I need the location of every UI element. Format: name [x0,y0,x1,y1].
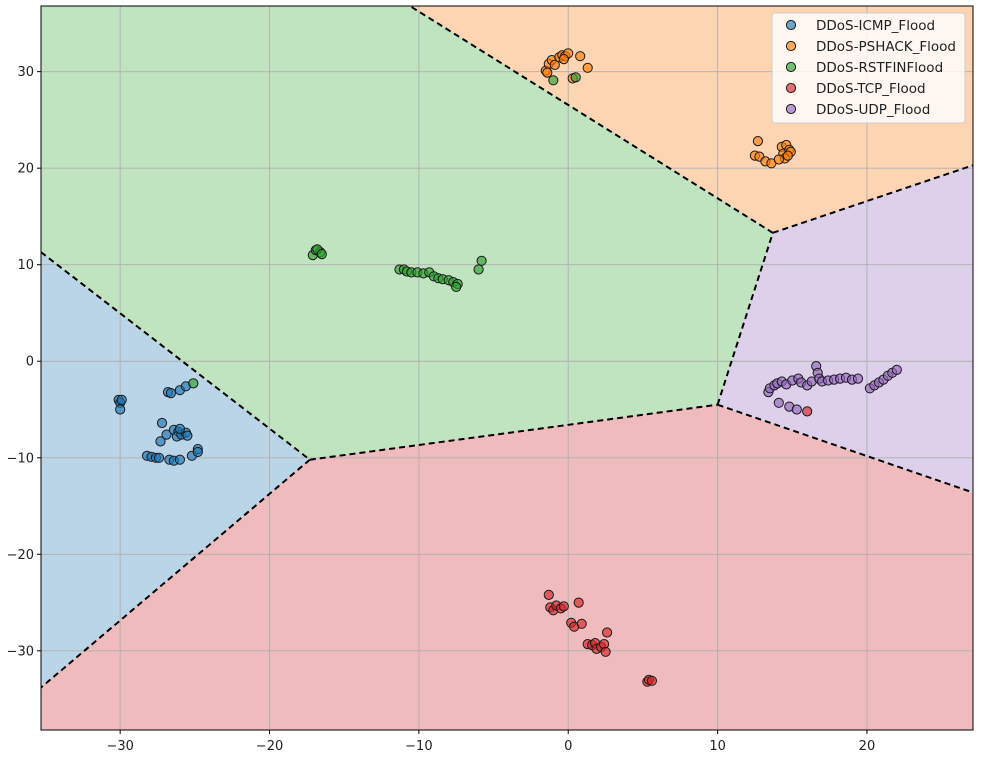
x-tick-label: −20 [256,739,283,754]
point-ddos-tcp-flood [802,406,813,417]
point-ddos-rstfinflood [316,249,327,260]
point-ddos-pshack-flood [782,150,793,161]
point-ddos-icmp-flood [161,429,172,440]
y-tick-label: −20 [7,548,34,563]
point-ddos-icmp-flood [155,436,166,447]
boundary-line [716,232,774,405]
point-ddos-icmp-flood [165,388,176,399]
point-ddos-udp-flood [791,404,802,415]
legend-label-ddos-udp-flood: DDoS-UDP_Flood [816,102,930,118]
y-axis: −30 −20 −10 0 10 20 30 [7,65,41,659]
data-points [113,48,902,687]
legend-marker-ddos-udp-flood [785,103,797,115]
x-tick-label: 10 [709,739,726,754]
point-ddos-rstfinflood [451,281,462,292]
point-ddos-rstfinflood [548,75,559,86]
boundary-line [41,458,311,689]
boundary-line [41,251,311,461]
legend-label-ddos-pshack-flood: DDoS-PSHACK_Flood [816,39,956,55]
legend-marker-ddos-pshack-flood [785,40,797,52]
point-ddos-pshack-flood [575,51,586,62]
point-ddos-udp-flood [773,397,784,408]
boundary-line [409,6,774,234]
y-tick-label: 30 [17,65,34,80]
x-tick-label: −10 [405,739,432,754]
plot-frame [40,5,974,731]
point-ddos-tcp-flood [558,601,569,612]
point-ddos-pshack-flood [582,62,593,73]
legend-marker-ddos-icmp-flood [785,19,797,31]
y-tick-label: 10 [17,258,34,273]
grid [41,6,973,730]
x-tick-label: −30 [106,739,133,754]
legend-label-ddos-rstfinflood: DDoS-RSTFINFlood [816,60,943,76]
point-ddos-icmp-flood [192,446,203,458]
point-ddos-icmp-flood [116,394,127,405]
point-ddos-tcp-flood [543,589,554,601]
point-ddos-rstfinflood [188,378,199,389]
point-ddos-pshack-flood [558,54,569,65]
point-ddos-icmp-flood [182,430,193,441]
legend: DDoS-ICMP_Flood DDoS-PSHACK_Flood DDoS-RST… [771,12,966,124]
legend-box [771,12,966,124]
legend-label-ddos-tcp-flood: DDoS-TCP_Flood [816,81,926,97]
y-tick-label: 0 [26,355,34,370]
point-ddos-rstfinflood [476,255,487,266]
point-ddos-pshack-flood [542,67,553,78]
point-ddos-udp-flood [891,364,902,375]
y-tick-label: −10 [7,451,34,466]
decision-boundaries [41,6,973,689]
x-tick-label: 20 [859,739,876,754]
y-tick-label: 20 [17,162,34,177]
point-ddos-udp-flood [852,373,864,384]
point-ddos-pshack-flood [752,136,764,147]
point-ddos-rstfinflood [473,264,484,275]
point-ddos-icmp-flood [174,423,185,434]
point-ddos-tcp-flood [576,618,587,629]
point-ddos-icmp-flood [115,404,126,415]
x-axis: −30 −20 −10 0 10 20 [106,730,875,754]
boundary-line [717,403,973,494]
point-ddos-tcp-flood [573,597,584,608]
y-tick-label: −30 [7,644,34,659]
boundary-line [772,164,973,234]
point-ddos-tcp-flood [602,627,613,638]
legend-marker-ddos-tcp-flood [785,82,797,94]
point-ddos-tcp-flood [646,675,658,686]
legend-label-ddos-icmp-flood: DDoS-ICMP_Flood [816,18,935,34]
point-ddos-pshack-flood [549,59,560,71]
point-ddos-rstfinflood [570,72,581,83]
point-ddos-icmp-flood [174,454,185,465]
point-ddos-tcp-flood [600,646,611,657]
point-ddos-pshack-flood [773,154,784,165]
boundary-line [309,403,718,461]
legend-marker-ddos-rstfinflood [785,61,797,73]
point-ddos-icmp-flood [153,452,165,463]
point-ddos-icmp-flood [156,417,168,429]
x-tick-label: 0 [564,739,572,754]
